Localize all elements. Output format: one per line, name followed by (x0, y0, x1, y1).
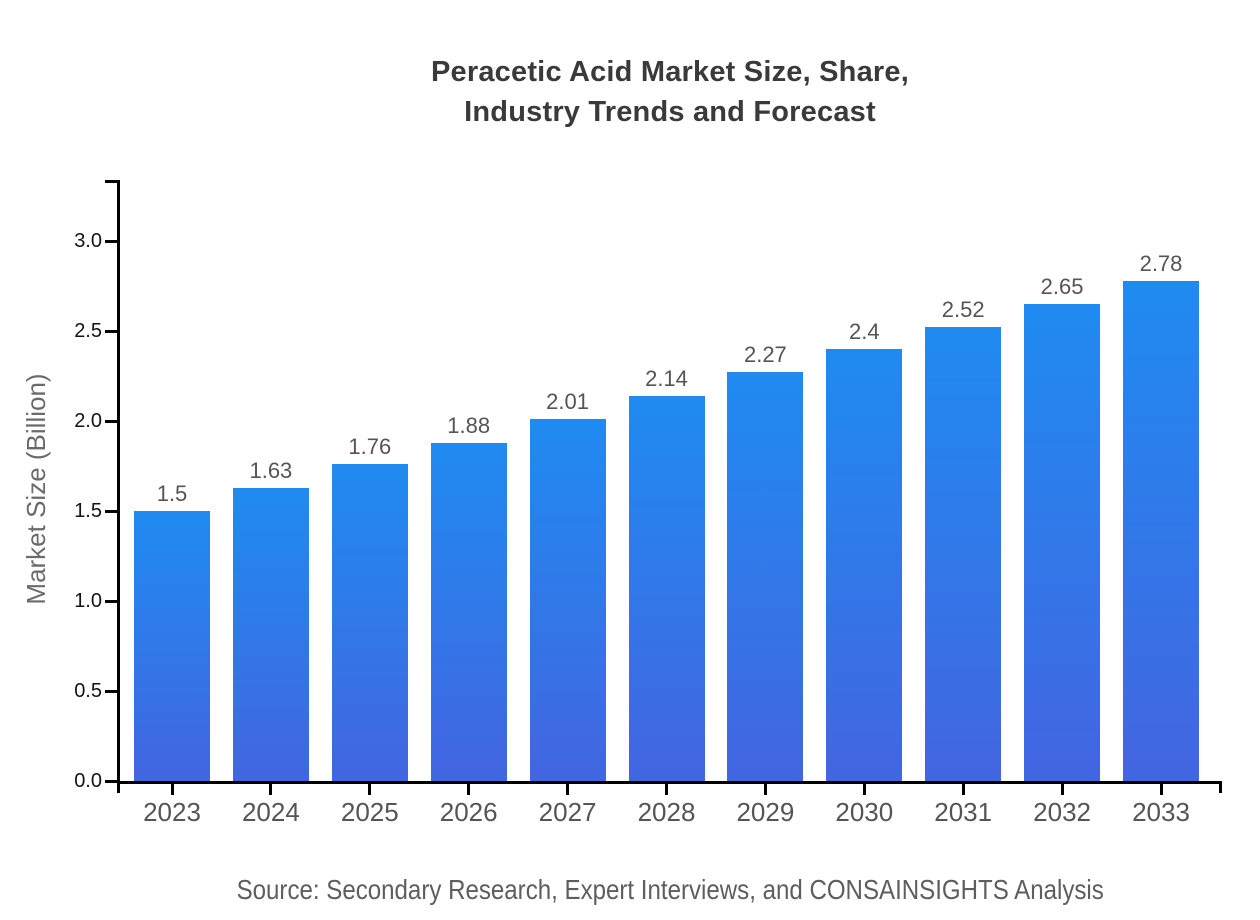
y-tick-label: 0.0 (74, 770, 102, 792)
y-tick-label: 2.5 (74, 320, 102, 342)
bar-value-label: 1.76 (348, 434, 392, 460)
y-tick (105, 420, 117, 423)
x-tick (566, 784, 570, 795)
y-tick (105, 240, 117, 243)
x-tick (269, 784, 273, 795)
bar (430, 442, 507, 781)
x-tick-label: 2029 (736, 797, 795, 827)
bar-value-label: 1.5 (156, 481, 188, 506)
x-tick (763, 784, 767, 795)
x-tick-label: 2030 (835, 797, 894, 827)
y-tick (105, 780, 117, 783)
bar (826, 349, 903, 781)
chart-title: Peracetic Acid Market Size, Share, Indus… (80, 52, 1260, 132)
bar-value-label: 2.65 (1040, 274, 1084, 299)
bar (529, 419, 606, 781)
y-axis-end-tick (105, 180, 117, 183)
bar-value-label: 2.78 (1139, 250, 1183, 276)
chart-title-line-2: Industry Trends and Forecast (464, 96, 876, 128)
bar-value-label: 2.4 (849, 319, 880, 344)
x-tick-label: 2025 (340, 797, 399, 827)
bar (1123, 280, 1199, 781)
y-tick-label: 1.0 (74, 590, 102, 612)
x-tick-label: 2028 (637, 797, 696, 827)
x-tick-label: 2024 (241, 797, 300, 827)
bar-value-label: 2.27 (743, 342, 787, 368)
x-tick-label: 2033 (1132, 797, 1190, 827)
x-tick (467, 784, 471, 795)
y-tick-label: 2.0 (74, 410, 102, 432)
bar-value-label: 2.52 (941, 297, 985, 323)
y-tick (105, 600, 117, 603)
y-tick (105, 330, 117, 333)
x-axis-end-tick (1219, 781, 1222, 793)
bar (727, 372, 804, 781)
x-tick (665, 784, 668, 795)
bar-value-label: 1.88 (447, 412, 491, 438)
bar-value-label: 2.14 (645, 365, 688, 391)
x-tick-label: 2026 (439, 797, 498, 827)
chart-title-line-1: Peracetic Acid Market Size, Share, (430, 56, 909, 88)
x-tick-label: 2032 (1033, 797, 1092, 827)
bar (1024, 304, 1101, 781)
bar (628, 395, 705, 781)
x-tick (1060, 784, 1064, 795)
y-tick (105, 510, 117, 513)
y-tick-label: 3.0 (74, 230, 102, 252)
x-tick (170, 784, 174, 795)
x-tick (961, 784, 965, 795)
y-tick (105, 690, 117, 693)
x-tick-label: 2023 (143, 797, 201, 827)
x-tick-label: 2027 (538, 797, 597, 827)
y-axis-spine (117, 180, 120, 793)
source-note-text: Source: Secondary Research, Expert Inter… (236, 874, 1104, 905)
y-tick-label: 1.5 (74, 500, 102, 522)
x-tick (862, 784, 866, 795)
bar (134, 511, 210, 781)
source-note: Source: Secondary Research, Expert Inter… (80, 874, 1260, 906)
x-tick (368, 784, 372, 795)
bar (331, 464, 408, 781)
x-tick-label: 2031 (934, 797, 993, 827)
bar (925, 327, 1002, 781)
x-tick (1159, 784, 1163, 795)
bar-value-label: 1.63 (249, 457, 293, 483)
y-tick-label: 0.5 (74, 680, 102, 702)
bar-value-label: 2.01 (546, 389, 589, 415)
bar (232, 487, 309, 781)
x-axis-spine (117, 781, 1222, 784)
